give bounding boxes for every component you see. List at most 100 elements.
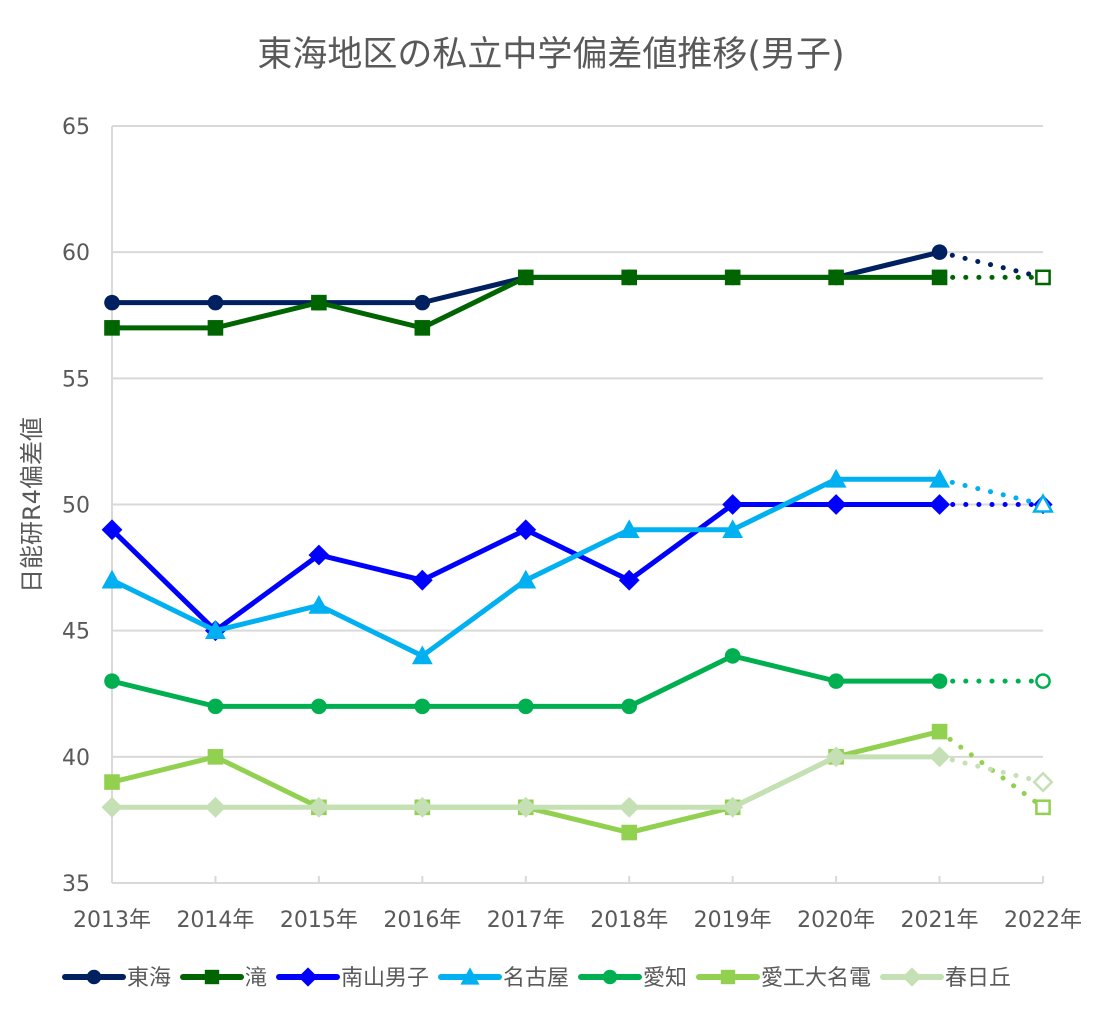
- data-point: [931, 723, 948, 740]
- data-point: [207, 749, 224, 765]
- x-tick-label: 2015年: [280, 908, 358, 933]
- data-point: [308, 544, 330, 566]
- legend-label: 南山男子: [341, 966, 429, 991]
- x-tick-label: 2014年: [176, 908, 254, 933]
- data-point: [517, 698, 534, 715]
- series-projection-line: [937, 249, 1046, 280]
- legend-item-4: 愛知: [578, 966, 687, 991]
- x-tick-label: 2018年: [590, 908, 668, 933]
- data-point: [621, 824, 638, 841]
- data-point: [722, 519, 744, 539]
- data-point: [104, 673, 120, 689]
- legend-item-1: 滝: [180, 966, 267, 991]
- data-point: [931, 269, 948, 286]
- y-tick-label: 40: [62, 746, 90, 771]
- legend-label: 滝: [245, 966, 267, 991]
- legend-item-2: 南山男子: [276, 966, 429, 991]
- x-tick-label: 2013年: [73, 908, 151, 933]
- data-point: [828, 673, 844, 689]
- legend-label: 愛工大名電: [761, 966, 871, 991]
- y-tick-label: 45: [62, 620, 90, 645]
- legend: 東海 滝 南山男子 名古屋 愛知 愛工大名電 春日丘: [62, 966, 1011, 991]
- data-point: [929, 468, 950, 488]
- data-point: [621, 269, 638, 286]
- data-point: [825, 746, 847, 768]
- data-point: [411, 645, 433, 665]
- data-point: [308, 595, 330, 614]
- data-point-projected: [1032, 493, 1054, 513]
- legend-label: 愛知: [643, 966, 687, 991]
- series-projection-line: [937, 754, 1046, 785]
- data-point: [311, 698, 327, 715]
- legend-marker: [902, 967, 922, 987]
- y-tick-label: 35: [62, 872, 90, 897]
- y-axis-label: 日能研R4偏差値: [18, 417, 46, 593]
- data-point: [724, 269, 741, 286]
- data-point: [414, 294, 431, 311]
- data-point: [104, 294, 120, 311]
- legend-label: 東海: [127, 966, 171, 991]
- data-point: [931, 673, 948, 689]
- legend-item-0: 東海: [62, 966, 171, 991]
- y-tick-label: 60: [62, 241, 90, 266]
- data-point: [722, 796, 744, 818]
- series-5: [104, 723, 1051, 841]
- data-point: [825, 494, 847, 515]
- legend-item-5: 愛工大名電: [696, 966, 871, 991]
- legend-label: 名古屋: [503, 966, 569, 991]
- data-point-projected: [1032, 771, 1054, 793]
- legend-item-3: 名古屋: [438, 966, 569, 991]
- legend-item-6: 春日丘: [880, 966, 1011, 991]
- series: [101, 244, 1054, 841]
- x-tick-label: 2016年: [383, 908, 461, 933]
- y-tick-label: 50: [62, 494, 90, 519]
- data-point: [101, 569, 123, 589]
- x-tick-label: 2020年: [797, 908, 875, 933]
- y-tick-label: 55: [62, 367, 90, 392]
- legend-marker: [204, 969, 220, 985]
- data-point: [414, 320, 431, 336]
- legend-marker: [298, 967, 318, 987]
- data-point: [207, 320, 224, 336]
- data-point-projected: [1035, 799, 1051, 816]
- data-point: [411, 569, 433, 591]
- series-projection-line: [937, 476, 1046, 507]
- x-tick-label: 2022年: [1004, 908, 1082, 933]
- data-point: [515, 519, 537, 541]
- axes: [111, 126, 1044, 884]
- series-4: [104, 648, 1051, 715]
- data-point: [207, 698, 224, 715]
- series-3: [101, 468, 1054, 665]
- legend-label: 春日丘: [945, 966, 1011, 991]
- data-point: [929, 494, 950, 515]
- series-1: [104, 269, 1051, 336]
- legend-marker: [86, 969, 102, 985]
- data-point: [825, 468, 847, 488]
- series-2: [101, 494, 1053, 642]
- x-tick-label: 2019年: [694, 908, 772, 933]
- y-tick-labels: 35 40 45 50 55 60 65: [62, 115, 90, 897]
- x-tick-label: 2017年: [487, 908, 565, 933]
- legend-marker: [460, 967, 480, 985]
- y-tick-label: 65: [62, 115, 90, 140]
- data-point: [931, 244, 948, 260]
- data-point: [104, 320, 120, 336]
- data-point: [724, 648, 741, 664]
- data-point: [618, 569, 640, 591]
- data-point: [414, 698, 431, 715]
- data-point: [104, 774, 120, 790]
- series-6: [101, 746, 1054, 818]
- data-point-projected: [1035, 673, 1051, 689]
- data-point: [101, 519, 123, 541]
- data-point: [308, 796, 330, 818]
- x-tick-labels: 2013年 2014年 2015年 2016年 2017年 2018年 2019年 2020年…: [73, 908, 1082, 933]
- legend-marker: [720, 969, 736, 985]
- gridlines: [112, 125, 1043, 758]
- data-point: [828, 269, 844, 286]
- data-point: [618, 796, 640, 818]
- data-point-projected: [1035, 269, 1051, 286]
- data-point: [411, 796, 433, 818]
- data-point: [517, 269, 534, 286]
- data-point: [722, 494, 744, 515]
